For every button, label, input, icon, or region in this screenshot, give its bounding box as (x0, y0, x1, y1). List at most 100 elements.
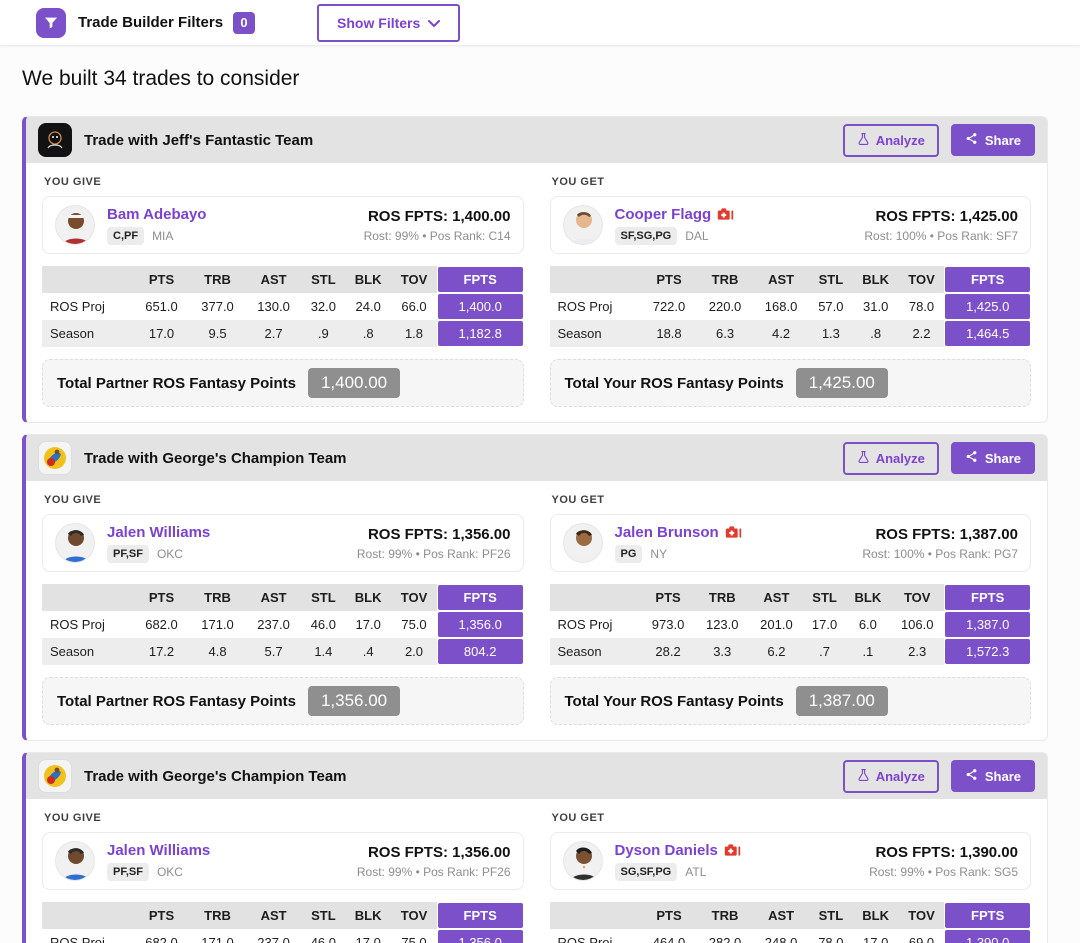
ros-fpts-text: ROS FPTS: 1,390.00 (875, 843, 1018, 861)
flask-icon (857, 450, 870, 467)
player-avatar (55, 841, 95, 881)
col-trb: TRB (189, 266, 246, 293)
ros-fpts-text: ROS FPTS: 1,356.00 (367, 843, 511, 861)
you-get-label: YOU GET (551, 812, 605, 824)
you-give-column: YOU GIVE Bam Adebayo C,PF MIA ROS FPTS: … (42, 176, 524, 407)
player-avatar (55, 205, 95, 245)
player-name[interactable]: Cooper Flagg (614, 205, 712, 223)
player-team: ATL (685, 864, 707, 879)
trade-card-header: Trade with George's Champion Team Analyz… (26, 753, 1047, 799)
table-row: ROS Proj 973.0 123.0 201.0 17.0 6.0 106.… (550, 611, 1031, 638)
player-avatar (562, 205, 603, 245)
ros-fpts-text: ROS FPTS: 1,356.00 (367, 525, 511, 543)
analyze-button[interactable]: Analyze (842, 123, 939, 157)
player-avatar (562, 523, 603, 563)
analyze-button[interactable]: Analyze (842, 441, 939, 475)
share-button[interactable]: Share (950, 124, 1035, 156)
you-give-label: YOU GIVE (44, 812, 102, 824)
col-blk: BLK (345, 266, 392, 293)
col-ast: AST (245, 266, 302, 293)
rost-posrank-text: Rost: 99% • Pos Rank: PF26 (356, 864, 511, 879)
player-team: NY (650, 546, 668, 561)
you-give-label: YOU GIVE (44, 176, 102, 188)
analyze-button[interactable]: Analyze (842, 759, 939, 793)
show-filters-button[interactable]: Show Filters (317, 3, 461, 42)
trade-title: Trade with George's Champion Team (84, 449, 347, 467)
trade-title: Trade with George's Champion Team (84, 767, 347, 785)
stats-table: PTS TRB AST STL BLK TOV FPTS ROS Proj 68… (42, 902, 524, 943)
player-team: OKC (156, 864, 183, 879)
rost-posrank-text: Rost: 100% • Pos Rank: PG7 (862, 546, 1018, 561)
position-badge: PF,SF (107, 544, 149, 563)
total-box: Total Partner ROS Fantasy Points 1,356.0… (42, 677, 524, 725)
you-give-column: YOU GIVE Jalen Williams PF,SF OKC ROS FP… (42, 812, 524, 943)
filter-bar: Trade Builder Filters 0 Show Filters (0, 0, 1080, 46)
total-label: Total Your ROS Fantasy Points (564, 374, 784, 392)
position-badge: SG,SF,PG (614, 862, 678, 881)
flask-icon (857, 768, 870, 785)
flask-icon (857, 132, 870, 149)
player-card: Jalen Williams PF,SF OKC ROS FPTS: 1,356… (42, 514, 524, 572)
injury-icon (725, 525, 742, 539)
total-label: Total Partner ROS Fantasy Points (57, 692, 296, 710)
trade-card: Trade with George's Champion Team Analyz… (22, 752, 1048, 943)
player-team: OKC (156, 546, 183, 561)
table-row: Season 18.8 6.3 4.2 1.3 .8 2.2 1,464.5 (549, 320, 1031, 347)
player-card: Bam Adebayo C,PF MIA ROS FPTS: 1,400.00 … (42, 196, 524, 254)
you-get-column: YOU GET Dyson Daniels SG,SF,PG ATL (549, 812, 1031, 943)
player-card: Cooper Flagg SF,SG,PG DAL ROS FPTS: 1,42… (549, 196, 1031, 254)
player-card: Jalen Williams PF,SF OKC ROS FPTS: 1,356… (42, 832, 524, 890)
rost-posrank-text: Rost: 99% • Pos Rank: SG5 (869, 864, 1018, 879)
table-row: ROS Proj 722.0 220.0 168.0 57.0 31.0 78.… (550, 293, 1031, 320)
share-icon (965, 768, 978, 784)
player-team: MIA (152, 228, 174, 243)
table-row: ROS Proj 682.0 171.0 237.0 46.0 17.0 75.… (42, 611, 524, 638)
player-name[interactable]: Jalen Williams (107, 841, 211, 859)
player-name[interactable]: Bam Adebayo (107, 205, 207, 223)
share-icon (965, 132, 978, 148)
team-avatar (38, 123, 72, 157)
injury-icon (724, 843, 741, 857)
trade-card: Trade with Jeff's Fantastic Team Analyze… (22, 116, 1048, 423)
share-button[interactable]: Share (950, 442, 1035, 474)
injury-icon (717, 207, 734, 221)
table-row: Season 17.2 4.8 5.7 1.4 .4 2.0 804.2 (42, 638, 524, 665)
stats-table: PTS TRB AST STL BLK TOV FPTS ROS Proj 46… (549, 902, 1031, 943)
player-name[interactable]: Dyson Daniels (614, 841, 718, 859)
team-avatar (38, 759, 72, 793)
trade-card-header: Trade with Jeff's Fantastic Team Analyze… (26, 117, 1047, 163)
you-get-label: YOU GET (551, 176, 605, 188)
total-box: Total Your ROS Fantasy Points 1,425.00 (549, 359, 1031, 407)
total-value-badge: 1,400.00 (307, 368, 401, 398)
total-label: Total Partner ROS Fantasy Points (57, 374, 296, 392)
player-name[interactable]: Jalen Williams (107, 523, 211, 541)
funnel-icon (36, 7, 66, 38)
team-avatar (38, 441, 72, 475)
trade-card: Trade with George's Champion Team Analyz… (22, 434, 1048, 741)
col-fpts: FPTS (436, 266, 524, 293)
player-card: Jalen Brunson PG NY ROS FPTS: 1,387.00 R… (549, 514, 1031, 572)
position-badge: C,PF (107, 226, 145, 245)
ros-fpts-text: ROS FPTS: 1,400.00 (367, 207, 511, 225)
chevron-down-icon (428, 15, 441, 31)
page-title: We built 34 trades to consider (22, 67, 300, 90)
table-row: Season 28.2 3.3 6.2 .7 .1 2.3 1,572.3 (549, 638, 1031, 665)
col-tov: TOV (391, 266, 437, 293)
table-row: ROS Proj 464.0 282.0 248.0 78.0 17.0 69.… (550, 929, 1031, 943)
stats-table: PTS TRB AST STL BLK TOV FPTS ROS Proj 65… (42, 266, 524, 347)
player-card: Dyson Daniels SG,SF,PG ATL ROS FPTS: 1,3… (549, 832, 1031, 890)
player-team: DAL (685, 228, 709, 243)
share-button[interactable]: Share (950, 760, 1035, 792)
rost-posrank-text: Rost: 100% • Pos Rank: SF7 (864, 228, 1018, 243)
you-get-column: YOU GET Jalen Brunson PG NY ROS FP (549, 494, 1031, 725)
table-row: ROS Proj 682.0 171.0 237.0 46.0 17.0 75.… (42, 929, 524, 943)
total-value-badge: 1,356.00 (307, 686, 401, 716)
col-stl: STL (301, 266, 346, 293)
you-give-column: YOU GIVE Jalen Williams PF,SF OKC ROS FP… (42, 494, 524, 725)
share-icon (965, 450, 978, 466)
stats-table: PTS TRB AST STL BLK TOV FPTS ROS Proj 97… (549, 584, 1031, 665)
position-badge: PF,SF (107, 862, 149, 881)
total-value-badge: 1,425.00 (795, 368, 888, 398)
player-name[interactable]: Jalen Brunson (614, 523, 719, 541)
total-value-badge: 1,387.00 (795, 686, 888, 716)
